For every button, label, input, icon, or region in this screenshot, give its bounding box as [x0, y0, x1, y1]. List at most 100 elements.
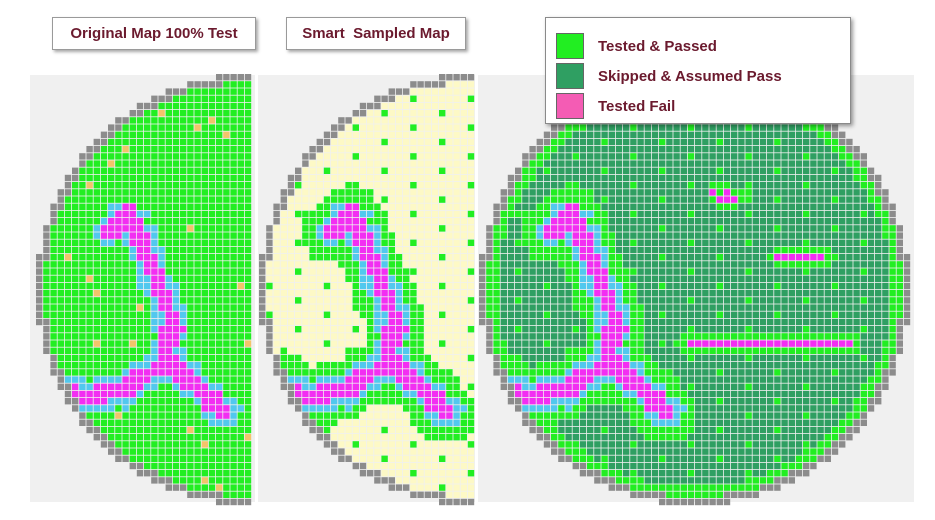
die: [64, 290, 72, 297]
die: [666, 462, 673, 470]
die: [460, 491, 467, 498]
die: [201, 369, 208, 376]
die: [136, 268, 144, 275]
die: [244, 462, 252, 470]
die: [615, 282, 623, 290]
die: [223, 333, 230, 340]
die: [216, 117, 223, 124]
die: [367, 383, 374, 390]
die: [345, 311, 352, 318]
die: [64, 318, 72, 326]
die: [702, 405, 709, 412]
die: [237, 174, 244, 182]
die: [374, 290, 381, 297]
die: [388, 311, 395, 318]
die: [522, 311, 529, 318]
die: [666, 124, 673, 131]
die: [108, 376, 115, 383]
die: [460, 210, 467, 218]
die: [64, 304, 72, 311]
die: [381, 419, 388, 426]
die: [72, 254, 79, 261]
die: [410, 110, 417, 117]
die: [64, 354, 72, 362]
die: [745, 484, 752, 491]
die: [194, 311, 201, 318]
die: [529, 246, 536, 254]
die: [129, 376, 136, 383]
die: [100, 203, 108, 210]
die: [323, 246, 331, 254]
die: [79, 369, 86, 376]
die: [323, 182, 331, 189]
die: [565, 261, 572, 268]
die: [659, 138, 666, 146]
die: [417, 268, 424, 275]
die: [338, 455, 345, 462]
die: [507, 218, 515, 225]
die: [543, 340, 551, 347]
die: [338, 160, 345, 167]
die: [331, 448, 338, 455]
die: [93, 282, 100, 290]
die: [374, 110, 381, 117]
die: [403, 261, 410, 268]
die: [410, 225, 417, 232]
die: [623, 218, 630, 225]
die: [659, 405, 666, 412]
die: [680, 225, 687, 232]
die: [395, 484, 403, 491]
die: [695, 390, 702, 398]
die: [43, 254, 50, 261]
die: [381, 203, 388, 210]
die: [687, 311, 695, 318]
die: [223, 369, 230, 376]
die: [165, 455, 172, 462]
die: [695, 275, 702, 282]
die: [201, 167, 208, 174]
die: [551, 412, 558, 419]
die: [424, 160, 431, 167]
die: [759, 167, 767, 174]
die: [158, 182, 165, 189]
die: [479, 261, 486, 268]
die: [702, 182, 709, 189]
die: [673, 326, 680, 333]
die: [486, 326, 493, 333]
die: [460, 498, 467, 506]
die: [57, 203, 64, 210]
die: [352, 333, 359, 340]
die: [64, 254, 72, 261]
die: [551, 268, 558, 275]
die: [446, 462, 453, 470]
die: [129, 232, 136, 239]
die: [108, 232, 115, 239]
die: [144, 448, 151, 455]
die: [331, 369, 338, 376]
die: [417, 290, 424, 297]
die: [601, 441, 608, 448]
die: [745, 304, 752, 311]
die: [208, 326, 216, 333]
die: [752, 369, 759, 376]
die: [115, 326, 122, 333]
die: [331, 434, 338, 441]
die: [644, 455, 651, 462]
die: [115, 138, 122, 146]
die: [395, 138, 403, 146]
die: [165, 275, 172, 282]
die: [680, 189, 687, 196]
die: [738, 290, 745, 297]
die: [410, 448, 417, 455]
die: [36, 297, 43, 304]
die: [644, 282, 651, 290]
die: [381, 412, 388, 419]
die: [587, 354, 594, 362]
die: [439, 398, 446, 405]
die: [695, 225, 702, 232]
die: [615, 290, 623, 297]
die: [522, 318, 529, 326]
die: [716, 419, 723, 426]
die: [759, 419, 767, 426]
die: [644, 434, 651, 441]
